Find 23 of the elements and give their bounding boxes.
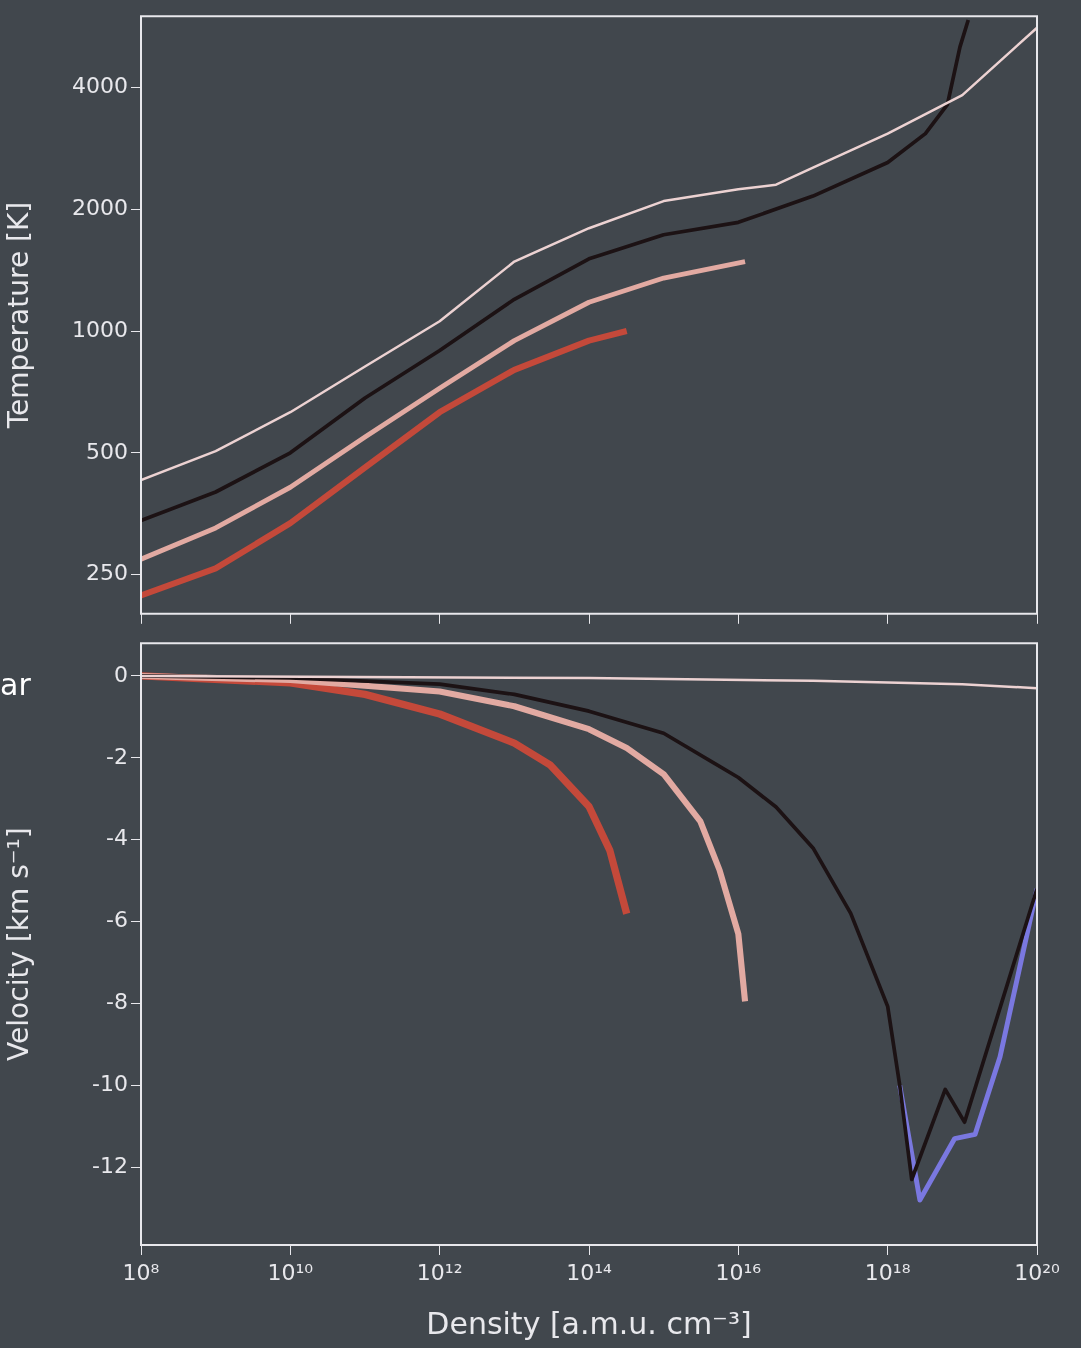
y-tick-label: -8 [106,989,128,1015]
x-tick-label: 10¹⁶ [715,1259,762,1285]
y-tick-label: -4 [106,825,128,851]
y-tick-label: 250 [86,560,128,586]
x-tick-label: 10¹⁸ [864,1259,911,1285]
y-tick-label: 4000 [72,73,128,99]
y-tick-label: 2000 [72,194,128,220]
x-tick-label: 10²⁰ [1014,1259,1060,1285]
x-tick-label: 10¹² [416,1259,463,1285]
y-tick-label: -6 [106,907,128,933]
y-tick-label: 1000 [72,316,128,342]
x-axis-title: Density [a.m.u. cm⁻³] [426,1305,752,1341]
y-tick-label: 500 [86,438,128,464]
y-tick-label: 0 [114,661,128,687]
text: ar [0,667,31,702]
x-tick-label: 10¹⁰ [267,1259,314,1285]
y-axis-title: Velocity [km s⁻¹] [2,827,36,1061]
y-tick-label: -12 [92,1152,128,1178]
y-tick-label: -2 [106,743,128,769]
y-tick-label: -10 [92,1071,128,1097]
y-axis-title: Temperature [K] [2,201,36,430]
x-tick-label: 10¹⁴ [566,1259,612,1285]
x-tick-label: 10⁸ [122,1259,160,1285]
